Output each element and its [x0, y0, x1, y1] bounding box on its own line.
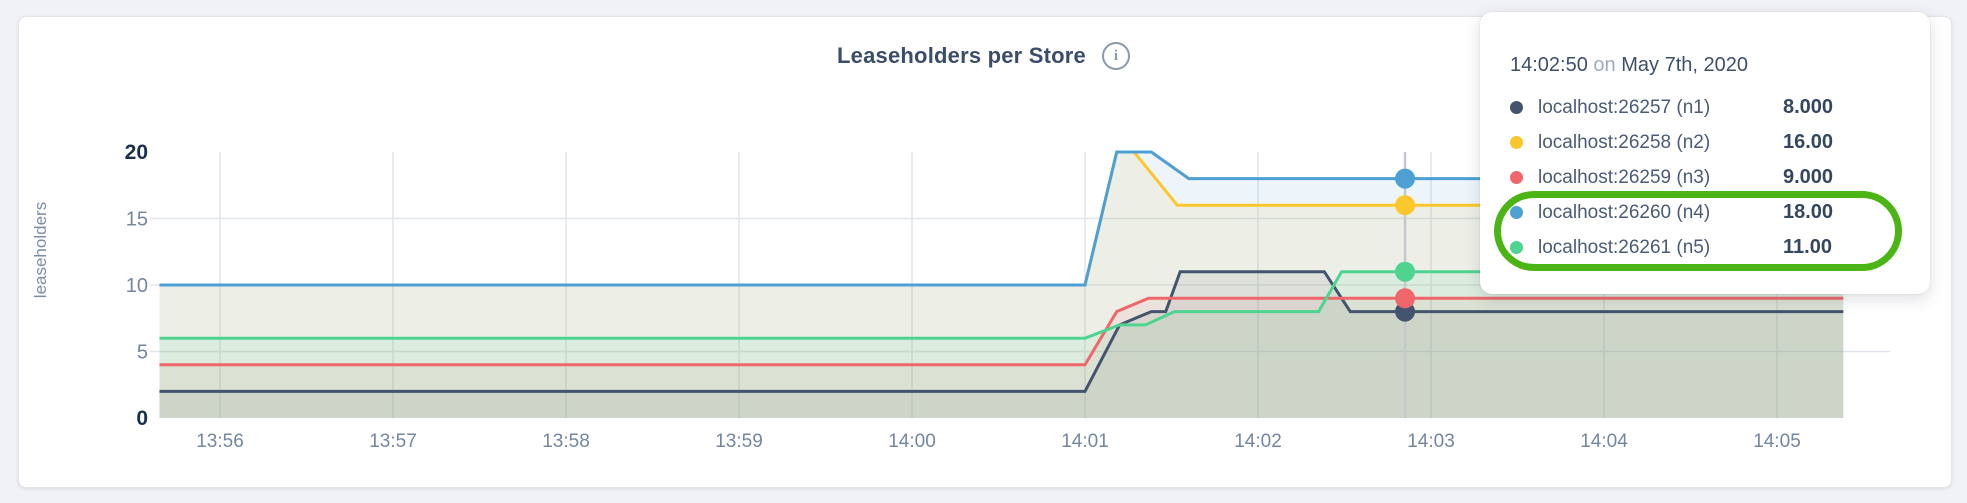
series-line-n3	[159, 296, 1844, 367]
x-tick-label: 14:02	[1234, 431, 1282, 452]
tooltip-row: localhost:26261 (n5) 11.00	[1510, 230, 1904, 265]
y-axis-label: leaseholders	[31, 202, 50, 298]
x-tick-label: 14:05	[1753, 431, 1801, 452]
series-line-n5	[159, 270, 1844, 340]
tooltip-connector: on	[1593, 54, 1616, 76]
tooltip-row-value: 8.000	[1783, 96, 1834, 118]
tooltip-date: May 7th, 2020	[1621, 54, 1748, 76]
hover-dot-n5	[1395, 261, 1416, 282]
x-tick-label: 13:57	[369, 431, 417, 452]
y-tick-label: 0	[136, 407, 148, 430]
tooltip-row-label: localhost:26258 (n2)	[1538, 131, 1711, 153]
series-dot-icon	[1510, 206, 1523, 219]
tooltip-row-label: localhost:26261 (n5)	[1538, 236, 1711, 258]
y-tick-label: 15	[126, 209, 148, 231]
tooltip-row: localhost:26258 (n2) 16.00	[1510, 125, 1904, 160]
tooltip-row: localhost:26259 (n3) 9.000	[1510, 160, 1904, 195]
tooltip-row-value: 16.00	[1783, 131, 1834, 153]
tooltip-row-value: 11.00	[1783, 236, 1832, 258]
x-tick-label: 13:56	[196, 431, 244, 452]
series-area-n5	[159, 271, 1844, 418]
series-area-n1	[159, 271, 1844, 418]
info-icon[interactable]: i	[1101, 42, 1130, 70]
series-area-n3	[159, 298, 1844, 418]
x-tick-label: 14:04	[1580, 431, 1628, 452]
tooltip-row-label: localhost:26257 (n1)	[1538, 96, 1711, 118]
series-dot-icon	[1510, 241, 1523, 254]
hover-dot-n4	[1395, 168, 1416, 189]
series-line-n4	[159, 150, 1844, 287]
hover-tooltip: 14:02:50 on May 7th, 2020 localhost:2625…	[1480, 12, 1930, 294]
series-dot-icon	[1510, 171, 1523, 184]
x-tick-label: 14:00	[888, 431, 936, 452]
y-tick-label: 5	[137, 342, 148, 364]
hover-dot-n3	[1395, 288, 1416, 309]
tooltip-row-value: 18.00	[1783, 201, 1834, 223]
y-tick-label: 20	[125, 141, 148, 164]
hover-dot-n2	[1395, 195, 1416, 216]
series-dot-icon	[1510, 136, 1523, 149]
x-tick-label: 14:03	[1407, 431, 1455, 452]
tooltip-row-value: 9.000	[1783, 166, 1834, 188]
tooltip-row-label: localhost:26260 (n4)	[1538, 201, 1711, 223]
x-tick-label: 14:01	[1061, 431, 1109, 452]
y-tick-label: 10	[126, 275, 148, 297]
tooltip-row: localhost:26257 (n1) 8.000	[1510, 90, 1904, 125]
tooltip-rows: localhost:26257 (n1) 8.000 localhost:262…	[1510, 90, 1904, 265]
tooltip-row: localhost:26260 (n4) 18.00	[1510, 195, 1904, 230]
tooltip-timestamp: 14:02:50 on May 7th, 2020	[1510, 52, 1904, 78]
series-dot-icon	[1510, 101, 1523, 114]
x-tick-label: 13:58	[542, 431, 590, 452]
tooltip-time: 14:02:50	[1510, 54, 1588, 76]
x-tick-label: 13:59	[715, 431, 763, 452]
tooltip-row-label: localhost:26259 (n3)	[1538, 166, 1711, 188]
